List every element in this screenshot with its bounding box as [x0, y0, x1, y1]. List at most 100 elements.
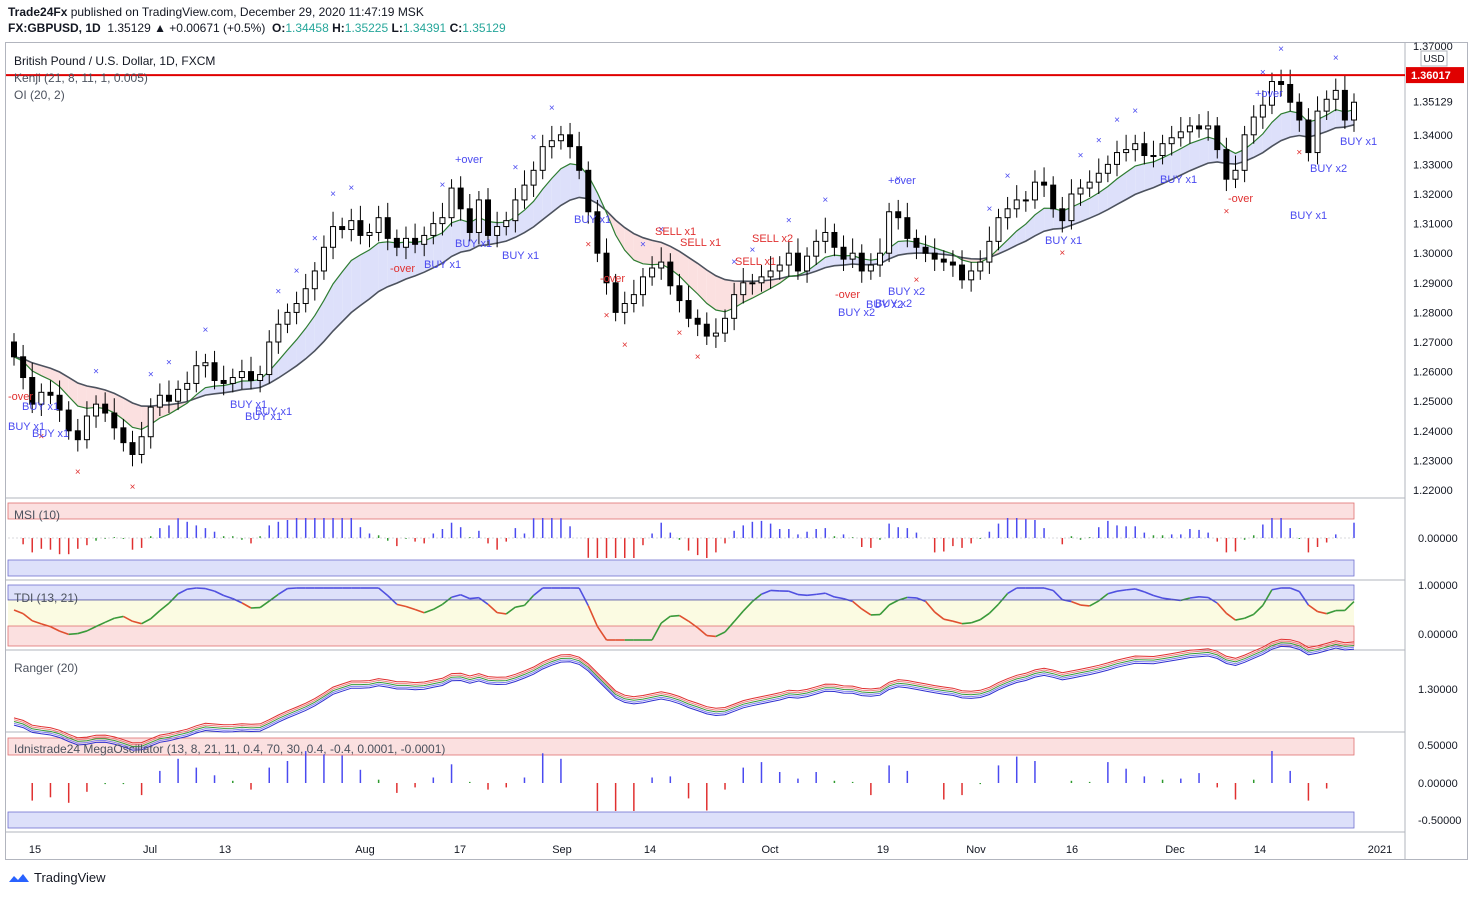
- low-label: L:: [391, 21, 403, 35]
- candle-body: [1050, 184, 1057, 210]
- cloud-segment: [1262, 122, 1272, 153]
- tdi-line-segment: [979, 612, 990, 621]
- candle-body: [1141, 143, 1148, 157]
- buy-cross-marker: ×: [348, 183, 354, 194]
- sell-signal-label: SELL x1: [655, 226, 696, 238]
- candle-body: [822, 231, 829, 242]
- candle-body: [813, 240, 820, 257]
- cloud-segment: [825, 255, 835, 268]
- tdi-line-segment: [997, 592, 1009, 605]
- cloud-segment: [642, 237, 653, 265]
- tdi-line-segment: [1289, 587, 1300, 593]
- tdi-line-segment: [515, 604, 525, 608]
- cloud-segment: [889, 241, 899, 259]
- cloud-segment: [752, 280, 762, 299]
- buy-cross-marker: ×: [1096, 136, 1102, 147]
- buy-signal-label: BUY x2: [875, 298, 912, 310]
- cloud-segment: [1044, 208, 1054, 232]
- cloud-segment: [251, 379, 261, 389]
- price-tick-label: 1.22000: [1413, 485, 1453, 497]
- buy-cross-marker: ×: [312, 233, 318, 244]
- tdi-line-segment: [50, 625, 60, 632]
- cloud-segment: [50, 368, 60, 387]
- ranger-band-line: [13, 644, 1355, 749]
- sell-signal-label: -over: [600, 273, 625, 285]
- tradingview-logo-icon: [9, 873, 29, 882]
- cloud-segment: [214, 385, 224, 394]
- tdi-line-segment: [733, 610, 744, 623]
- tdi-line-segment: [287, 587, 297, 590]
- candle-body: [1077, 187, 1084, 195]
- candle-body: [557, 134, 564, 142]
- candle-body: [485, 199, 492, 236]
- candle-body: [758, 276, 765, 284]
- sell-cross-marker: ×: [1296, 148, 1302, 159]
- chart-frame[interactable]: [5, 42, 1468, 860]
- candle-body: [348, 220, 355, 231]
- currency-box: [1420, 50, 1448, 67]
- tdi-line-segment: [1007, 587, 1018, 595]
- tdi-line-segment: [104, 617, 115, 624]
- cloud-segment: [77, 383, 87, 409]
- tdi-line-segment: [1043, 587, 1054, 592]
- buy-cross-marker: ×: [549, 103, 555, 114]
- candle-body: [1287, 83, 1294, 103]
- cloud-segment: [706, 270, 716, 310]
- tdi-line-segment: [487, 603, 498, 614]
- buy-cross-marker: ×: [294, 266, 300, 277]
- buy-signal-label: +over: [888, 175, 916, 187]
- candle-body: [448, 187, 455, 219]
- candle-body: [931, 252, 938, 260]
- indicator-bands: [7, 502, 1355, 829]
- candle-body: [567, 134, 574, 148]
- cloud-segment: [260, 371, 270, 388]
- candle-body: [959, 264, 966, 281]
- candle-body: [402, 237, 409, 248]
- candle-body: [466, 208, 473, 233]
- buy-signal-label: BUY x2: [1310, 163, 1347, 175]
- candle-body: [357, 220, 364, 236]
- candle-body: [421, 234, 428, 245]
- currency-label: USD: [1423, 54, 1444, 65]
- tdi-line-segment: [924, 600, 936, 613]
- candle-body: [995, 217, 1002, 242]
- tdi-line-segment: [177, 588, 188, 595]
- candle-body: [193, 365, 200, 384]
- cloud-segment: [1253, 133, 1263, 158]
- candle-body: [521, 184, 528, 201]
- buy-cross-marker: ×: [658, 224, 664, 235]
- tdi-line-segment: [1089, 600, 1100, 607]
- candle-body: [612, 282, 619, 313]
- candle-body: [339, 226, 346, 231]
- candle-body: [776, 264, 783, 272]
- buy-cross-marker: ×: [1078, 150, 1084, 161]
- candle-body: [330, 226, 337, 248]
- cloud-segment: [323, 283, 334, 342]
- price-tick-label: 1.31000: [1413, 219, 1453, 231]
- footer[interactable]: TradingView: [8, 870, 106, 885]
- price-tick-label: 1.28000: [1413, 307, 1453, 319]
- cloud-segment: [688, 257, 698, 295]
- candle-body: [804, 255, 811, 272]
- price-tick-label: 1.23000: [1413, 455, 1453, 467]
- tdi-line-segment: [259, 600, 270, 609]
- tdi-line-segment: [670, 614, 680, 618]
- candle-body: [1223, 149, 1230, 180]
- candle-body: [1168, 137, 1175, 145]
- candle-body: [1214, 125, 1221, 151]
- candle-body: [29, 377, 36, 405]
- tdi-line-segment: [1344, 600, 1355, 611]
- candle-body: [940, 258, 947, 263]
- tdi-line-segment: [1189, 596, 1200, 599]
- open-value: 1.34458: [285, 21, 329, 35]
- candle-body: [785, 252, 792, 266]
- tdi-line-segment: [460, 594, 471, 600]
- buy-cross-marker: ×: [1132, 106, 1138, 117]
- time-tick-label: 14: [1254, 844, 1266, 856]
- tdi-line-segment: [596, 625, 608, 641]
- price-axis: 1.370001.360001.340001.330001.320001.310…: [1406, 41, 1464, 827]
- tdi-line-segment: [423, 608, 434, 614]
- price-tick-label: 1.29000: [1413, 278, 1453, 290]
- cloud-segment: [387, 241, 397, 287]
